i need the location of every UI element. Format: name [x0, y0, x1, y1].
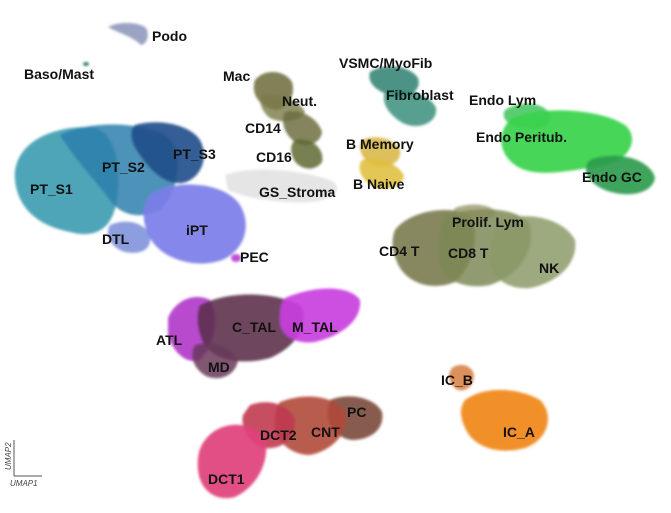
label-md: MD: [208, 359, 230, 375]
cluster-pec: [231, 254, 241, 262]
cluster-pt-s3: [131, 122, 204, 184]
label-pec: PEC: [240, 249, 269, 265]
label-cd14: CD14: [245, 120, 281, 136]
label-pc: PC: [347, 404, 366, 420]
cluster-nk: [489, 216, 576, 289]
label-mac: Mac: [223, 68, 250, 84]
label-pt-s1: PT_S1: [30, 181, 73, 197]
umap-axes: [13, 440, 42, 477]
label-c-tal: C_TAL: [232, 319, 277, 335]
label-baso-mast: Baso/Mast: [24, 66, 94, 82]
cluster-fibroblast: [383, 89, 437, 127]
label-cd8-t: CD8 T: [448, 245, 489, 261]
label-atl: ATL: [156, 332, 183, 348]
cluster-dct1: [197, 424, 267, 499]
cluster-labels: Podo Baso/Mast PT_S1 PT_S2 PT_S3 DTL iPT…: [24, 28, 642, 487]
cluster-cd16: [291, 139, 323, 169]
label-endo-gc: Endo GC: [582, 169, 642, 185]
cluster-ic-b: [449, 364, 474, 391]
cluster-clouds: [14, 22, 655, 499]
cluster-b-naive: [359, 158, 404, 189]
label-m-tal: M_TAL: [292, 319, 338, 335]
label-pt-s3: PT_S3: [173, 146, 216, 162]
cluster-dtl: [107, 221, 151, 253]
label-neut: Neut.: [282, 93, 317, 109]
label-endo-peritub: Endo Peritub.: [476, 129, 567, 145]
cluster-prolif-lym: [454, 204, 496, 220]
cluster-cnt: [275, 396, 346, 455]
label-prolif-lym: Prolif. Lym: [452, 214, 524, 230]
label-ipt: iPT: [186, 222, 208, 238]
label-vsmc-myofib: VSMC/MyoFib: [339, 55, 432, 71]
label-pt-s2: PT_S2: [102, 159, 145, 175]
cluster-baso-mast: [83, 62, 89, 66]
label-nk: NK: [539, 260, 559, 276]
label-ic-b: IC_B: [441, 372, 473, 388]
cluster-vsmc-myofib: [369, 66, 419, 97]
label-podo: Podo: [152, 28, 187, 44]
label-gs-stroma: GS_Stroma: [259, 184, 335, 200]
label-dct1: DCT1: [208, 471, 245, 487]
label-dct2: DCT2: [260, 427, 297, 443]
cluster-endo-gc: [585, 155, 655, 195]
label-ic-a: IC_A: [503, 424, 535, 440]
cluster-c-tal: [197, 294, 304, 362]
cluster-endo-peritub: [501, 110, 633, 173]
label-dtl: DTL: [102, 231, 130, 247]
label-cd4-t: CD4 T: [379, 243, 420, 259]
cluster-m-tal: [280, 288, 361, 343]
cluster-ipt: [143, 184, 246, 264]
label-cnt: CNT: [311, 424, 340, 440]
cluster-cd14: [283, 111, 322, 145]
axis-label-umap2: UMAP2: [4, 442, 13, 470]
cluster-ic-a: [460, 389, 548, 451]
cluster-md: [192, 343, 238, 379]
axis-label-umap1: UMAP1: [10, 479, 38, 488]
label-b-naive: B Naive: [353, 176, 405, 192]
label-cd16: CD16: [256, 149, 292, 165]
label-endo-lym: Endo Lym: [469, 92, 536, 108]
label-b-memory: B Memory: [346, 136, 414, 152]
label-fibroblast: Fibroblast: [386, 87, 454, 103]
cluster-gs-stroma: [225, 169, 338, 203]
cluster-podo: [108, 22, 148, 45]
